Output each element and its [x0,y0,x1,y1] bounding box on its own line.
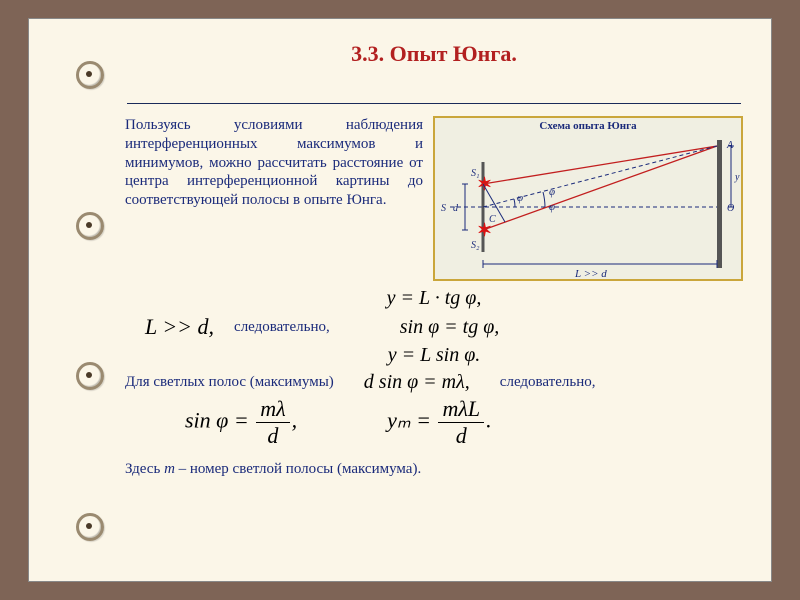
numerator: mλ [256,398,289,423]
diagram-title: Схема опыта Юнга [435,120,741,132]
formula-row: L >> d, следовательно, sin φ = tg φ, [145,314,743,340]
fraction: mλ d [256,398,289,447]
label-consequently: следовательно, [234,319,330,336]
eq-sinphi-frac: sin φ = mλ d , [185,398,297,447]
label-consequently-2: следовательно, [500,374,596,391]
binder-ring [72,208,106,242]
footer-suffix: – номер светлой полосы (максимума). [175,461,421,477]
formula-row: Для светлых полос (максимумы) d sin φ = … [125,371,743,394]
intro-row: Пользуясь условиями наблюдения интерфере… [125,116,743,281]
eq-condition: L >> d, [145,314,214,340]
eq-lhs: yₘ = [387,408,431,433]
ring-binding [69,49,109,551]
binder-ring [72,358,106,392]
footer-note: Здесь m – номер светлой полосы (максимум… [125,461,743,478]
denominator: d [452,423,471,447]
eq-lhs: sin φ = [185,408,249,433]
svg-text:C: C [489,214,496,225]
fraction: mλL d [438,398,484,447]
svg-text:y: y [734,172,740,183]
svg-text:L >> d: L >> d [574,268,607,280]
svg-text:S: S [441,203,446,214]
svg-text:S₂: S₂ [471,240,480,251]
eq-y-Ltg: y = L · tg φ, [387,287,482,310]
footer-prefix: Здесь [125,461,164,477]
intro-text: Пользуясь условиями наблюдения интерфере… [125,116,423,210]
slide-title: 3.3. Опыт Юнга. [125,41,743,67]
denominator: d [263,423,282,447]
eq-ym-frac: yₘ = mλL d . [387,398,491,447]
svg-text:φ: φ [517,192,523,204]
formula-row: y = L · tg φ, [125,287,743,310]
svg-text:d: d [453,203,459,214]
eq-y-Lsin: y = L sin φ. [388,344,481,367]
slide-card: 3.3. Опыт Юнга. Пользуясь условиями набл… [28,18,772,582]
svg-text:φ: φ [549,201,555,213]
formula-row: sin φ = mλ d , yₘ = mλL d . [185,398,743,447]
young-diagram: Схема опыта Юнга S d [433,116,743,281]
footer-m: m [164,461,175,477]
slide-content: 3.3. Опыт Юнга. Пользуясь условиями набл… [125,41,743,559]
label-bright-fringes: Для светлых полос (максимумы) [125,374,334,391]
svg-text:S₁: S₁ [471,168,479,179]
binder-ring [72,509,106,543]
diagram-svg: S d ✶ ✶ S₁ S₂ C [435,132,745,282]
eq-sin-tg: sin φ = tg φ, [400,316,500,339]
formula-row: y = L sin φ. [125,344,743,367]
formula-block: y = L · tg φ, L >> d, следовательно, sin… [125,287,743,447]
divider [127,103,741,104]
svg-text:φ: φ [549,186,555,198]
eq-dsin-mlambda: d sin φ = mλ, [364,371,470,394]
numerator: mλL [438,398,484,423]
binder-ring [72,57,106,91]
